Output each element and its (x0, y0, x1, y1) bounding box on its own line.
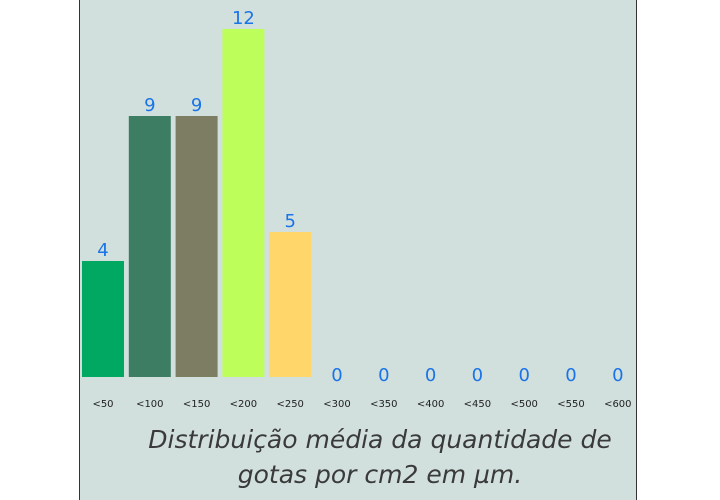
value-label-lt-250: 5 (284, 211, 295, 232)
value-label-lt-400: 0 (425, 365, 436, 386)
bar-lt-150 (175, 116, 218, 377)
tick-label-lt-150: <150 (183, 399, 210, 410)
value-label-lt-550: 0 (565, 365, 576, 386)
value-label-lt-500: 0 (518, 365, 529, 386)
bar-lt-200 (222, 29, 265, 377)
chart-caption: Distribuição média da quantidade de gota… (148, 425, 612, 489)
tick-label-lt-300: <300 (323, 399, 350, 410)
bar-lt-100 (128, 116, 171, 377)
bar-lt-250 (269, 232, 312, 377)
tick-label-lt-550: <550 (557, 399, 584, 410)
tick-label-lt-600: <600 (604, 399, 631, 410)
tick-label-lt-500: <500 (510, 399, 537, 410)
tick-label-lt-100: <100 (136, 399, 163, 410)
value-label-lt-50: 4 (97, 240, 108, 261)
value-label-lt-200: 12 (232, 8, 255, 29)
value-label-lt-100: 9 (144, 95, 155, 116)
value-label-lt-300: 0 (331, 365, 342, 386)
value-label-lt-600: 0 (612, 365, 623, 386)
value-label-lt-150: 9 (191, 95, 202, 116)
tick-label-lt-450: <450 (464, 399, 491, 410)
bar-lt-50 (82, 261, 124, 377)
tick-label-lt-250: <250 (276, 399, 303, 410)
tick-label-lt-50: <50 (92, 399, 113, 410)
tick-label-lt-350: <350 (370, 399, 397, 410)
value-label-lt-350: 0 (378, 365, 389, 386)
tick-label-lt-400: <400 (417, 399, 444, 410)
value-label-lt-450: 0 (472, 365, 483, 386)
bar-chart: 4 <50 9 <100 9 <150 12 <200 5 <250 0 <300 0 <350 0 <400… (82, 8, 632, 410)
chart-panel: 4 <50 9 <100 9 <150 12 <200 5 <250 0 <300 0 <350 0 <400… (79, 0, 637, 500)
tick-label-lt-200: <200 (230, 399, 257, 410)
